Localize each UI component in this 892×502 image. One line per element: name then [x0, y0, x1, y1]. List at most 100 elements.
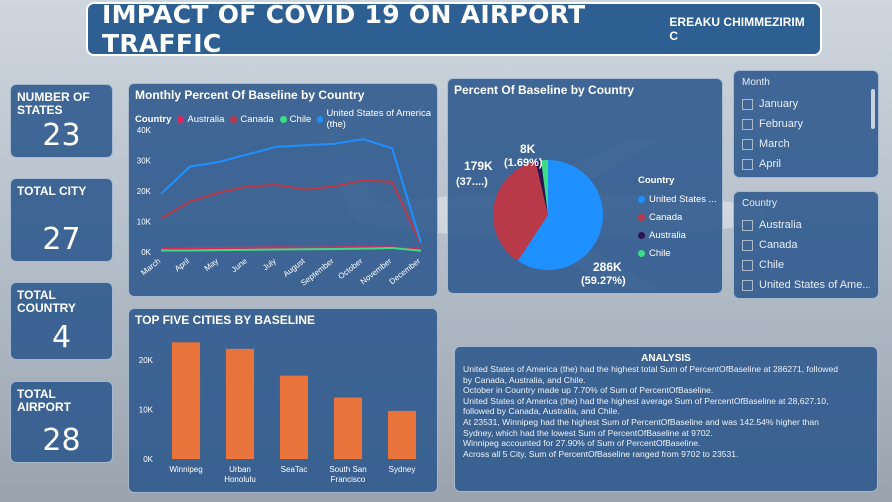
legend-item-australia[interactable]: Australia: [177, 114, 224, 125]
x-tick-label: SeaTac: [281, 465, 308, 474]
checkbox[interactable]: [742, 118, 753, 130]
kpi-card-country[interactable]: TOTAL COUNTRY 4: [10, 282, 113, 360]
author-name: EREAKU CHIMMEZIRIM C: [669, 15, 805, 43]
analysis-line: Across all 5 City, Sum of PercentOfBasel…: [463, 448, 739, 459]
pie-slice-2[interactable]: [535, 160, 548, 215]
kpi-value: 27: [42, 222, 81, 257]
checkbox[interactable]: [742, 138, 753, 150]
analysis-line: by Canada, Australia, and Chile.: [463, 374, 586, 385]
series-line-2: [161, 247, 422, 252]
x-tick-label: Honolulu: [224, 475, 256, 484]
y-tick-label: 20K: [137, 187, 152, 196]
pie-chart-panel[interactable]: Percent Of Baseline by Country 8K (1.69%…: [447, 78, 723, 294]
kpi-value: 28: [42, 423, 81, 458]
y-tick-label: 10K: [139, 405, 154, 414]
analysis-line: Winnipeg accounted for 27.90% of Sum of …: [463, 438, 701, 449]
x-tick-label: May: [203, 256, 220, 272]
y-tick-label: 0K: [143, 455, 153, 464]
checkbox[interactable]: [742, 158, 753, 170]
country-slicer[interactable]: Country Australia Canada Chile United St…: [733, 191, 879, 299]
y-tick-label: 10K: [137, 218, 152, 227]
bar-0: [171, 342, 201, 459]
month-slicer-scrollbar[interactable]: [871, 89, 875, 129]
legend-title: Country: [135, 113, 172, 125]
pie-slice-3[interactable]: [541, 160, 548, 215]
analysis-line: Sydney, which had the lowest Sum of Perc…: [463, 427, 713, 438]
legend-item-usa[interactable]: United States of America (the): [317, 108, 437, 130]
kpi-label: TOTAL AIRPORT: [17, 387, 71, 414]
checkbox[interactable]: [742, 98, 753, 110]
x-tick-label: June: [230, 256, 250, 274]
pie-legend-item-usa[interactable]: United States ...: [638, 190, 717, 208]
month-option-january[interactable]: January: [742, 94, 870, 114]
x-tick-label: March: [139, 256, 162, 277]
x-tick-label: December: [388, 256, 423, 286]
month-option-april[interactable]: April: [742, 154, 870, 174]
line-chart-panel[interactable]: Monthly Percent Of Baseline by Country C…: [128, 83, 438, 297]
analysis-line: At 23531, Winnipeg had the highest Sum o…: [463, 416, 819, 427]
month-slicer-header: Month: [742, 77, 770, 88]
analysis-line: October in Country made up 7.70% of Sum …: [463, 385, 714, 396]
legend-item-canada[interactable]: Canada: [230, 114, 274, 125]
analysis-line: United States of America (the) had the h…: [463, 395, 829, 406]
x-tick-label: Francisco: [331, 475, 366, 484]
x-tick-label: August: [282, 256, 308, 279]
checkbox[interactable]: [742, 219, 753, 231]
kpi-value: 4: [51, 320, 72, 355]
y-tick-label: 40K: [137, 126, 152, 135]
country-slicer-header: Country: [742, 198, 778, 209]
pie-label-canada-percent: (37....): [456, 176, 488, 188]
kpi-label: TOTAL CITY: [17, 184, 87, 198]
kpi-card-states[interactable]: NUMBER OF STATES 23: [10, 84, 113, 158]
kpi-label: TOTAL COUNTRY: [17, 288, 76, 315]
kpi-value: 23: [42, 118, 81, 153]
kpi-label: NUMBER OF STATES: [17, 90, 90, 117]
x-tick-label: Sydney: [389, 465, 416, 474]
country-option-usa[interactable]: United States of Ame...: [742, 275, 870, 295]
bar-chart-title: TOP FIVE CITIES BY BASELINE: [135, 313, 316, 327]
pie-label-usa-percent: (59.27%): [581, 275, 626, 287]
y-tick-label: 20K: [139, 356, 154, 365]
dashboard-title: IMPACT OF COVID 19 ON AIRPORT TRAFFIC: [102, 0, 586, 58]
dashboard-header: IMPACT OF COVID 19 ON AIRPORT TRAFFIC ER…: [86, 0, 822, 58]
x-tick-label: Urban: [229, 465, 251, 474]
checkbox[interactable]: [742, 259, 753, 271]
pie-legend-title: Country: [638, 175, 675, 186]
legend-item-chile[interactable]: Chile: [279, 114, 311, 125]
pie-legend-item-australia[interactable]: Australia: [638, 226, 717, 244]
pie-slice-0[interactable]: [517, 160, 603, 270]
checkbox[interactable]: [742, 239, 753, 251]
line-chart-plot[interactable]: 0K 10K 20K 30K 40K March April May June July Augus…: [129, 120, 437, 296]
bar-1: [225, 348, 255, 459]
pie-legend-item-chile[interactable]: Chile: [638, 244, 717, 262]
country-option-australia[interactable]: Australia: [742, 215, 870, 235]
bar-2: [279, 375, 309, 459]
kpi-card-city[interactable]: TOTAL CITY 27: [10, 178, 113, 262]
series-line-1: [160, 179, 422, 245]
x-tick-label: Winnipeg: [169, 465, 202, 474]
x-tick-label: September: [299, 256, 336, 287]
pie-label-australia-value: 8K: [520, 142, 536, 156]
month-option-february[interactable]: February: [742, 114, 870, 134]
bar-chart-panel[interactable]: TOP FIVE CITIES BY BASELINE 0K 10K 20K Winn…: [128, 308, 438, 493]
pie-chart-title: Percent Of Baseline by Country: [454, 83, 635, 97]
line-chart-title: Monthly Percent Of Baseline by Country: [135, 88, 365, 102]
x-tick-label: November: [359, 256, 394, 286]
x-tick-label: July: [261, 256, 278, 272]
country-option-canada[interactable]: Canada: [742, 235, 870, 255]
checkbox[interactable]: [742, 279, 753, 291]
pie-slice-1[interactable]: [493, 161, 548, 261]
y-tick-label: 0K: [141, 248, 151, 257]
country-option-chile[interactable]: Chile: [742, 255, 870, 275]
pie-legend: Country United States ... Canada Austral…: [638, 175, 717, 262]
line-chart-legend: Country Australia Canada Chile United St…: [135, 108, 437, 130]
pie-chart-plot[interactable]: 8K (1.69%) 179K (37....) 286K (59.27%): [448, 99, 724, 295]
pie-legend-item-canada[interactable]: Canada: [638, 208, 717, 226]
month-option-march[interactable]: March: [742, 134, 870, 154]
analysis-header: ANALYSIS: [641, 353, 691, 364]
month-slicer[interactable]: Month January February March April: [733, 70, 879, 178]
series-line-3: [160, 138, 422, 244]
pie-label-canada-value: 179K: [464, 159, 493, 173]
kpi-card-airport[interactable]: TOTAL AIRPORT 28: [10, 381, 113, 463]
